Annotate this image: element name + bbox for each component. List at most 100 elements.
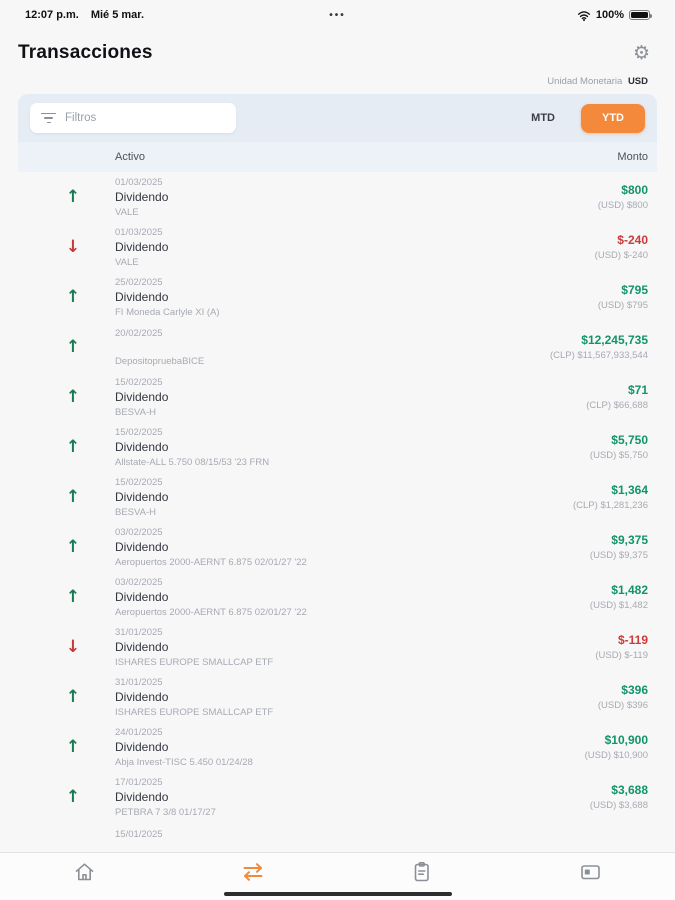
settings-gear-icon[interactable]: ⚙ xyxy=(632,41,650,64)
status-bar: 12:07 p.m. Mié 5 mar. ••• 100% xyxy=(0,0,675,24)
card-icon xyxy=(579,861,602,883)
transaction-amount: $10,900 xyxy=(604,733,648,747)
ytd-range-button[interactable]: YTD xyxy=(581,103,645,133)
transaction-row[interactable]: ↑ 25/02/2025 Dividendo FI Moneda Carlyle… xyxy=(0,272,675,322)
transaction-row[interactable]: ↓ 31/01/2025 Dividendo ISHARES EUROPE SM… xyxy=(0,622,675,672)
transaction-date: 15/02/2025 xyxy=(115,476,163,488)
transaction-asset: BESVA-H xyxy=(115,506,157,518)
transaction-asset: VALE xyxy=(115,206,139,218)
transaction-row[interactable]: ↓ 01/03/2025 Dividendo VALE $-240 (USD) … xyxy=(0,222,675,272)
transaction-asset: BESVA-H xyxy=(115,406,157,418)
transaction-amount-original: (USD) $9,375 xyxy=(589,550,648,561)
transactions-list: ↑ 01/03/2025 Dividendo VALE $800 (USD) $… xyxy=(0,172,675,846)
transaction-date: 20/02/2025 xyxy=(115,327,163,339)
tab-home[interactable] xyxy=(0,853,169,900)
filters-input[interactable] xyxy=(30,103,236,133)
filter-card: MTD YTD Activo Monto xyxy=(18,94,657,172)
transaction-amount: $5,750 xyxy=(611,433,648,447)
transaction-type: Dividendo xyxy=(115,540,169,554)
direction-arrow-icon: ↑ xyxy=(65,687,81,707)
direction-arrow-icon: ↑ xyxy=(65,387,81,407)
transaction-asset: Abja Invest-TISC 5.450 01/24/28 xyxy=(115,756,253,768)
transaction-amount: $-119 xyxy=(617,633,648,647)
transaction-type xyxy=(115,842,163,846)
transaction-row[interactable]: ↑ 15/02/2025 Dividendo BESVA-H $71 (CLP)… xyxy=(0,372,675,422)
transaction-amount-original: (USD) $3,688 xyxy=(589,800,648,811)
direction-arrow-icon: ↑ xyxy=(65,287,81,307)
transaction-date: 25/02/2025 xyxy=(115,276,163,288)
transaction-type: Dividendo xyxy=(115,590,169,604)
currency-unit-line: Unidad Monetaria USD xyxy=(0,76,675,87)
filters-search-input[interactable] xyxy=(65,112,225,124)
transaction-date: 15/01/2025 xyxy=(115,828,163,840)
transaction-row[interactable]: ↑ 15/02/2025 Dividendo BESVA-H $1,364 (C… xyxy=(0,472,675,522)
direction-arrow-icon: ↑ xyxy=(65,437,81,457)
column-header-amount: Monto xyxy=(617,151,648,163)
transaction-amount-original: (CLP) $66,688 xyxy=(586,400,648,411)
document-clipboard-icon xyxy=(410,861,433,883)
transaction-type: Dividendo xyxy=(115,640,169,654)
transaction-amount: $12,245,735 xyxy=(581,333,648,347)
wifi-icon xyxy=(577,10,591,21)
transaction-asset: Allstate-ALL 5.750 08/15/53 '23 FRN xyxy=(115,456,270,468)
transaction-row[interactable]: ↑ 17/01/2025 Dividendo PETBRA 7 3/8 01/1… xyxy=(0,772,675,822)
transaction-row[interactable]: 15/01/2025 xyxy=(0,822,675,846)
transaction-amount-original: (USD) $-119 xyxy=(595,650,648,661)
transaction-amount: $-240 xyxy=(617,233,648,247)
home-indicator-bar[interactable] xyxy=(223,891,452,896)
transaction-date: 03/02/2025 xyxy=(115,526,163,538)
transaction-row[interactable]: ↑ 15/02/2025 Dividendo Allstate-ALL 5.75… xyxy=(0,422,675,472)
transaction-date: 03/02/2025 xyxy=(115,576,163,588)
transaction-amount: $9,375 xyxy=(611,533,648,547)
mtd-range-button[interactable]: MTD xyxy=(531,112,555,124)
transaction-amount-original: (USD) $800 xyxy=(597,200,648,211)
tab-documents[interactable] xyxy=(338,853,507,900)
direction-arrow-icon: ↑ xyxy=(65,787,81,807)
transaction-amount-original: (CLP) $1,281,236 xyxy=(573,500,648,511)
transaction-type xyxy=(115,341,204,353)
transaction-date: 31/01/2025 xyxy=(115,676,163,688)
transaction-amount: $3,688 xyxy=(611,783,648,797)
transaction-date: 24/01/2025 xyxy=(115,726,163,738)
transaction-amount-original: (USD) $5,750 xyxy=(589,450,648,461)
direction-arrow-icon: ↑ xyxy=(65,187,81,207)
transaction-amount: $396 xyxy=(621,683,648,697)
transaction-row[interactable]: ↑ 03/02/2025 Dividendo Aeropuertos 2000-… xyxy=(0,572,675,622)
filter-bar: MTD YTD xyxy=(18,94,657,142)
transaction-asset: Aeropuertos 2000-AERNT 6.875 02/01/27 '2… xyxy=(115,606,307,618)
page-title: Transacciones xyxy=(18,42,153,63)
currency-value: USD xyxy=(627,76,648,87)
transaction-row[interactable]: ↑ 31/01/2025 Dividendo ISHARES EUROPE SM… xyxy=(0,672,675,722)
transaction-row[interactable]: ↑ 01/03/2025 Dividendo VALE $800 (USD) $… xyxy=(0,172,675,222)
tab-transactions[interactable] xyxy=(169,853,338,900)
transaction-amount-original: (CLP) $11,567,933,544 xyxy=(549,350,648,361)
transaction-row[interactable]: ↑ 03/02/2025 Dividendo Aeropuertos 2000-… xyxy=(0,522,675,572)
tab-cards[interactable] xyxy=(506,853,675,900)
transaction-row[interactable]: ↑ 20/02/2025 DepositopruebaBICE $12,245,… xyxy=(0,322,675,372)
transaction-type: Dividendo xyxy=(115,790,169,804)
transaction-type: Dividendo xyxy=(115,390,169,404)
battery-icon xyxy=(629,10,652,20)
home-icon xyxy=(73,861,96,883)
filter-funnel-icon xyxy=(41,112,56,124)
transaction-type: Dividendo xyxy=(115,240,169,254)
transaction-amount: $71 xyxy=(627,383,648,397)
transaction-type: Dividendo xyxy=(115,490,169,504)
transaction-amount: $1,364 xyxy=(611,483,648,497)
direction-arrow-icon: ↓ xyxy=(65,637,81,657)
transaction-amount-original: (USD) $-240 xyxy=(594,250,648,261)
table-header: Activo Monto xyxy=(18,142,657,172)
transaction-row[interactable]: ↑ 24/01/2025 Dividendo Abja Invest-TISC … xyxy=(0,722,675,772)
transaction-type: Dividendo xyxy=(115,440,169,454)
transaction-amount: $800 xyxy=(621,183,648,197)
transaction-date: 15/02/2025 xyxy=(115,376,163,388)
battery-percent: 100% xyxy=(595,9,624,21)
transaction-date: 31/01/2025 xyxy=(115,626,163,638)
direction-arrow-icon: ↑ xyxy=(65,737,81,757)
transaction-amount-original: (USD) $795 xyxy=(597,300,648,311)
clock: 12:07 p.m. xyxy=(25,9,79,21)
transaction-amount: $795 xyxy=(621,283,648,297)
transaction-asset: FI Moneda Carlyle XI (A) xyxy=(115,306,220,318)
transaction-asset: ISHARES EUROPE SMALLCAP ETF xyxy=(115,656,274,668)
